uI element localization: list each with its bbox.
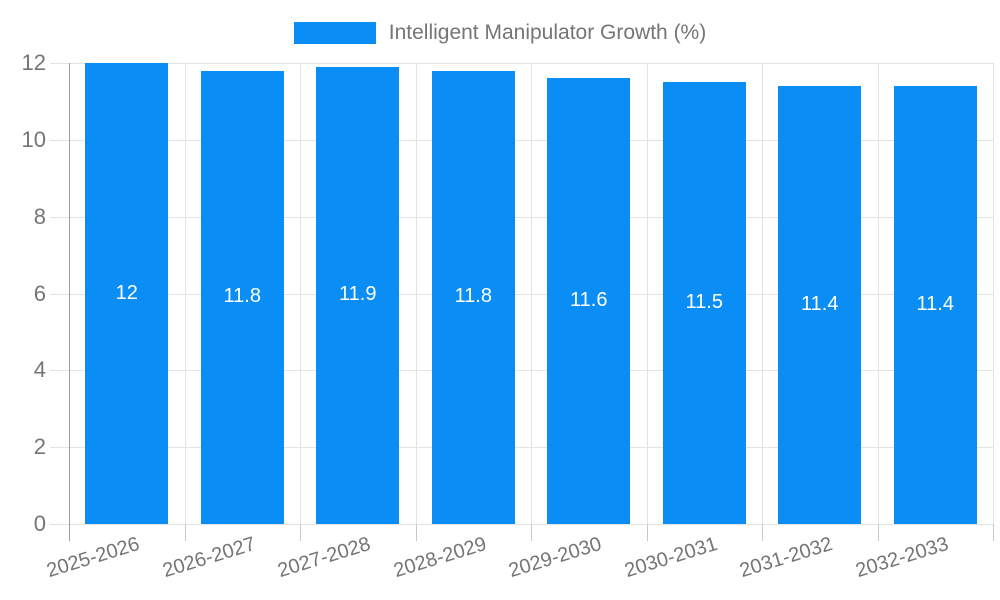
bar-value-label: 11.9: [339, 283, 377, 306]
bar-value-label: 11.4: [916, 293, 954, 316]
x-tick-label: 2026-2027: [159, 533, 258, 583]
bar: [893, 86, 977, 524]
gridline-vertical: [993, 63, 994, 524]
gridline-vertical: [531, 63, 532, 524]
y-tick-label: 2: [33, 434, 46, 460]
gridline-vertical: [415, 63, 417, 524]
gridline-horizontal: [50, 524, 993, 525]
x-axis-tick: [415, 524, 417, 541]
x-axis-tick: [993, 524, 994, 541]
gridline-vertical: [300, 63, 301, 524]
x-tick-label: 2025-2026: [44, 533, 143, 583]
bar-value-label: 11.6: [570, 289, 608, 312]
bar-value-label: 11.8: [454, 285, 492, 308]
legend: Intelligent Manipulator Growth (%): [0, 21, 1000, 45]
gridline-horizontal: [50, 370, 993, 372]
bar-value-label: 12: [115, 281, 138, 304]
gridline-horizontal: [50, 447, 993, 449]
gridline-vertical: [762, 63, 763, 524]
gridline-vertical: [877, 63, 879, 524]
y-tick-label: 4: [33, 357, 46, 383]
bar: [778, 86, 862, 524]
y-tick-label: 6: [33, 280, 46, 306]
x-axis-tick: [877, 524, 879, 541]
bar: [662, 82, 746, 524]
gridline-horizontal: [50, 63, 993, 64]
legend-label: Intelligent Manipulator Growth (%): [388, 21, 707, 44]
x-axis-tick: [762, 524, 763, 541]
x-tick-label: 2029-2030: [506, 533, 605, 583]
gridline-horizontal: [50, 139, 993, 141]
legend-swatch: [293, 22, 376, 44]
gridline-horizontal: [50, 216, 993, 218]
bar: [547, 78, 631, 524]
bar-value-label: 11.5: [685, 291, 723, 314]
x-tick-label: 2027-2028: [275, 533, 374, 583]
bar-value-label: 11.8: [223, 285, 261, 308]
y-tick-label: 10: [21, 126, 46, 152]
y-tick-label: 0: [33, 511, 46, 536]
bar: [431, 70, 515, 524]
bar: [200, 70, 284, 524]
bar: [85, 63, 169, 524]
gridline-horizontal: [50, 293, 993, 295]
x-tick-label: 2028-2029: [390, 533, 489, 583]
x-axis-tick: [531, 524, 532, 541]
x-tick-label: 2030-2031: [621, 533, 720, 583]
y-axis-line: [69, 63, 70, 541]
y-tick-label: 12: [21, 50, 46, 75]
gridline-vertical: [184, 63, 186, 524]
x-tick-label: 2032-2033: [852, 533, 951, 583]
bar: [316, 66, 400, 524]
x-axis-tick: [646, 524, 648, 541]
x-axis-tick: [184, 524, 186, 541]
gridline-vertical: [646, 63, 648, 524]
x-axis-tick: [300, 524, 301, 541]
y-tick-label: 8: [33, 203, 46, 229]
x-tick-label: 2031-2032: [737, 533, 836, 583]
bar-value-label: 11.4: [801, 293, 839, 316]
